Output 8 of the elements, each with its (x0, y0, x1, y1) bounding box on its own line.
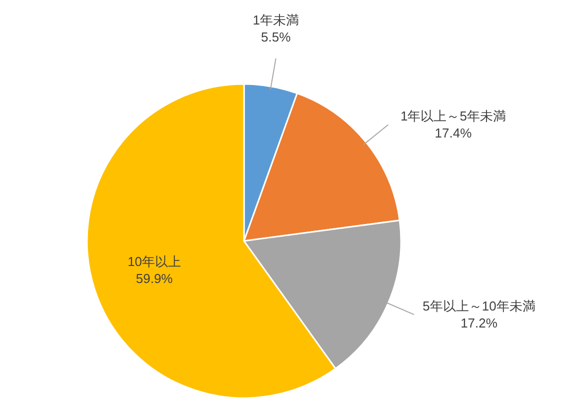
slice-label: 1年以上～5年未満 (400, 108, 506, 124)
data-label: 17.4% (434, 126, 472, 141)
slice-label: 10年以上 (128, 254, 182, 269)
data-label: 5.5% (261, 30, 292, 44)
data-label: 59.9% (136, 270, 174, 286)
data-label: 17.2% (460, 316, 498, 331)
slice-label: 1年未満 (252, 12, 299, 28)
slice-label: 5年以上～10年未満 (422, 298, 536, 314)
